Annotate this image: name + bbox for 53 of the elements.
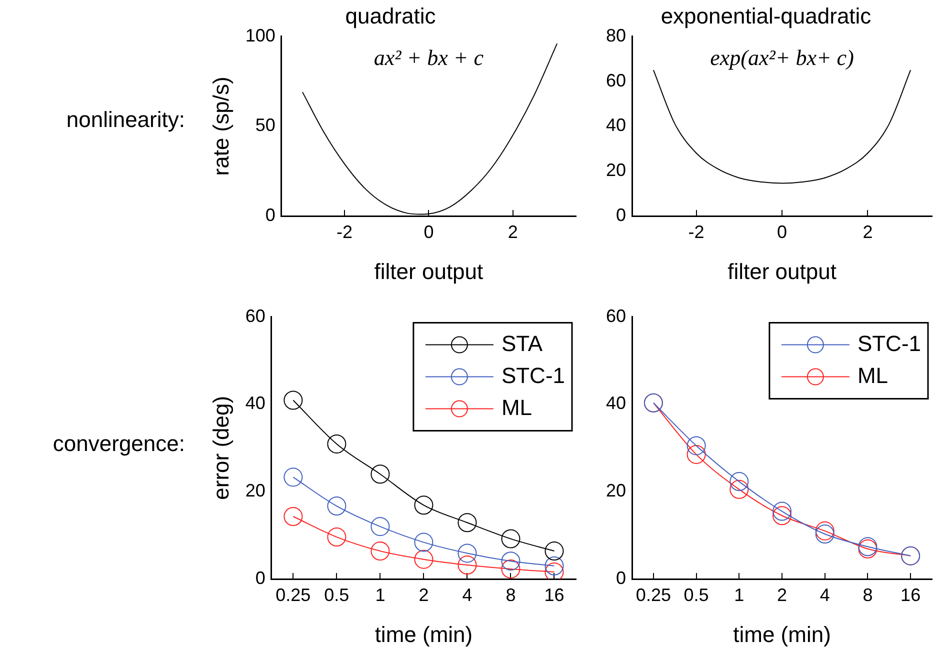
y-tick-label: 60: [606, 70, 626, 90]
x-tick-label: 0.25: [276, 584, 311, 605]
x-tick-label: 1: [375, 584, 386, 605]
legend-label: ML: [501, 394, 532, 420]
y-tick-label: 20: [606, 160, 626, 180]
x-tick-label: 8: [862, 584, 873, 605]
y-tick-label: 0: [255, 568, 266, 588]
x-tick-label: 1: [734, 584, 744, 605]
y-tick-label: 50: [255, 115, 276, 136]
x-tick-label: 8: [506, 584, 516, 605]
x-tick-label: 0.25: [636, 584, 671, 605]
x-tick-label: -2: [336, 222, 353, 242]
y-tick-label: 60: [245, 306, 266, 326]
text: convergence:: [52, 430, 185, 457]
x-tick-label: 16: [900, 584, 921, 605]
y-tick-label: 0: [616, 568, 626, 588]
x-tick-label: 4: [820, 584, 830, 605]
x-axis-title: time (min): [733, 622, 831, 647]
text: ax² + bx + c: [374, 45, 484, 70]
x-tick-label: 4: [462, 584, 472, 605]
legend-label: STC-1: [501, 362, 565, 388]
x-tick-label: 16: [544, 584, 564, 605]
x-tick-label: 0: [424, 222, 434, 242]
y-tick-label: 0: [265, 204, 276, 225]
y-tick-label: 40: [606, 393, 626, 414]
y-tick-label: 40: [606, 115, 626, 136]
chart-title: exponential-quadratic: [660, 3, 872, 28]
legend-label: STC-1: [857, 330, 921, 356]
y-axis-title: error (deg): [208, 396, 234, 500]
chart-title: quadratic: [345, 3, 436, 28]
x-tick-label: 2: [418, 584, 429, 605]
text: nonlinearity:: [65, 107, 185, 134]
y-tick-label: 60: [606, 306, 626, 326]
y-tick-label: 100: [245, 25, 276, 46]
x-tick-label: 2: [508, 222, 518, 242]
x-tick-label: 0: [777, 222, 788, 242]
y-tick-label: 20: [245, 480, 266, 501]
x-tick-label: 2: [862, 222, 873, 242]
y-tick-label: 40: [245, 393, 266, 414]
x-tick-label: 0.5: [684, 584, 709, 605]
x-tick-label: 0.5: [324, 584, 350, 605]
y-tick-label: 0: [616, 204, 626, 225]
legend-label: ML: [857, 362, 888, 388]
y-tick-label: 20: [606, 480, 626, 501]
legend-label: STA: [501, 330, 543, 356]
text: exp(ax²+ bx+ c): [710, 45, 854, 70]
y-axis-title: rate (sp/s): [208, 76, 234, 176]
x-axis-title: filter output: [374, 258, 484, 284]
x-axis-title: time (min): [374, 622, 473, 647]
x-tick-label: 2: [777, 584, 788, 605]
y-tick-label: 80: [606, 25, 626, 46]
x-tick-label: -2: [688, 222, 704, 242]
x-axis-title: filter output: [728, 258, 836, 284]
